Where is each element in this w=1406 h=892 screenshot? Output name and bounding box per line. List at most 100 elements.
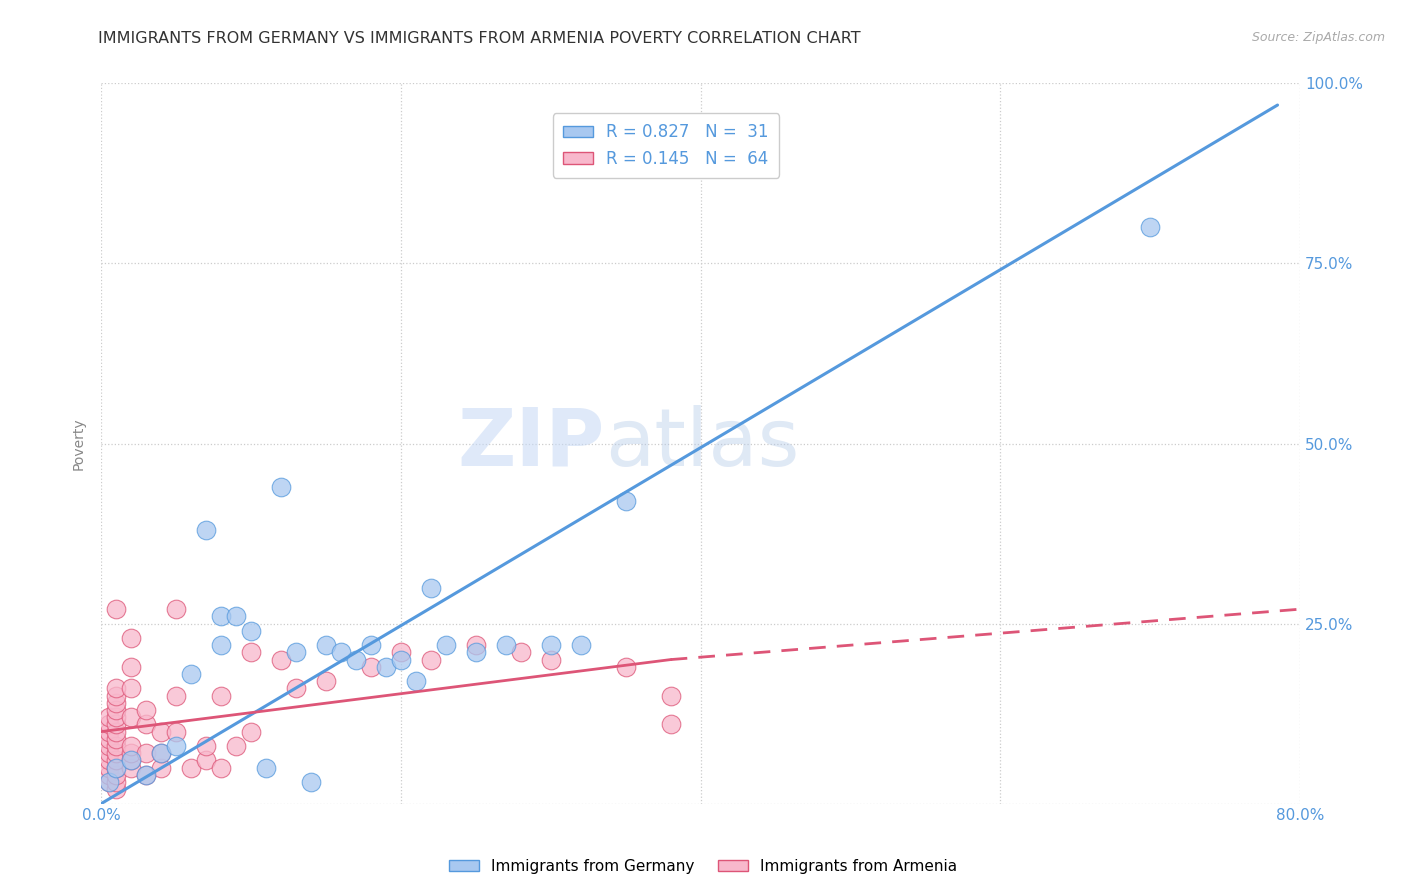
Legend: Immigrants from Germany, Immigrants from Armenia: Immigrants from Germany, Immigrants from…: [443, 853, 963, 880]
Point: [135, 768, 157, 782]
Point: [97, 717, 120, 731]
Point: [315, 674, 337, 689]
Point: [97, 731, 120, 746]
Point: [569, 638, 592, 652]
Point: [97, 775, 120, 789]
Point: [1139, 220, 1161, 235]
Point: [299, 775, 322, 789]
Point: [105, 731, 128, 746]
Point: [165, 602, 187, 616]
Point: [97, 739, 120, 753]
Point: [405, 674, 427, 689]
Point: [195, 523, 218, 537]
Point: [419, 581, 441, 595]
Point: [105, 739, 128, 753]
Point: [120, 710, 142, 724]
Point: [97, 724, 120, 739]
Point: [105, 753, 128, 767]
Point: [105, 689, 128, 703]
Point: [285, 681, 308, 696]
Point: [195, 753, 218, 767]
Point: [97, 775, 120, 789]
Point: [135, 746, 157, 760]
Text: ZIP: ZIP: [457, 405, 605, 483]
Point: [105, 782, 128, 797]
Point: [464, 638, 486, 652]
Point: [105, 768, 128, 782]
Point: [105, 746, 128, 760]
Point: [389, 645, 412, 659]
Point: [225, 609, 247, 624]
Text: IMMIGRANTS FROM GERMANY VS IMMIGRANTS FROM ARMENIA POVERTY CORRELATION CHART: IMMIGRANTS FROM GERMANY VS IMMIGRANTS FR…: [98, 31, 860, 46]
Y-axis label: Poverty: Poverty: [72, 417, 86, 470]
Point: [180, 667, 202, 681]
Point: [419, 652, 441, 666]
Point: [240, 645, 263, 659]
Point: [209, 761, 232, 775]
Point: [270, 652, 292, 666]
Point: [105, 710, 128, 724]
Point: [150, 724, 173, 739]
Legend: R = 0.827   N =  31, R = 0.145   N =  64: R = 0.827 N = 31, R = 0.145 N = 64: [553, 113, 779, 178]
Point: [225, 739, 247, 753]
Point: [105, 703, 128, 717]
Point: [120, 660, 142, 674]
Point: [540, 638, 562, 652]
Point: [209, 638, 232, 652]
Point: [659, 689, 682, 703]
Point: [495, 638, 517, 652]
Point: [270, 480, 292, 494]
Point: [97, 761, 120, 775]
Point: [120, 746, 142, 760]
Point: [165, 739, 187, 753]
Point: [209, 689, 232, 703]
Point: [120, 739, 142, 753]
Point: [360, 660, 382, 674]
Point: [120, 753, 142, 767]
Point: [509, 645, 531, 659]
Point: [97, 746, 120, 760]
Point: [434, 638, 457, 652]
Point: [97, 753, 120, 767]
Point: [135, 703, 157, 717]
Point: [120, 681, 142, 696]
Point: [105, 717, 128, 731]
Point: [105, 681, 128, 696]
Point: [105, 761, 128, 775]
Point: [105, 761, 128, 775]
Point: [165, 689, 187, 703]
Point: [360, 638, 382, 652]
Point: [540, 652, 562, 666]
Point: [464, 645, 486, 659]
Point: [240, 624, 263, 638]
Point: [285, 645, 308, 659]
Point: [614, 660, 637, 674]
Text: Source: ZipAtlas.com: Source: ZipAtlas.com: [1251, 31, 1385, 45]
Point: [105, 696, 128, 710]
Point: [254, 761, 277, 775]
Point: [315, 638, 337, 652]
Point: [150, 761, 173, 775]
Point: [135, 768, 157, 782]
Point: [135, 717, 157, 731]
Point: [374, 660, 396, 674]
Point: [120, 761, 142, 775]
Point: [240, 724, 263, 739]
Text: atlas: atlas: [605, 405, 799, 483]
Point: [120, 753, 142, 767]
Point: [165, 724, 187, 739]
Point: [209, 609, 232, 624]
Point: [97, 710, 120, 724]
Point: [120, 631, 142, 645]
Point: [150, 746, 173, 760]
Point: [389, 652, 412, 666]
Point: [97, 768, 120, 782]
Point: [614, 494, 637, 508]
Point: [195, 739, 218, 753]
Point: [105, 724, 128, 739]
Point: [330, 645, 353, 659]
Point: [659, 717, 682, 731]
Point: [344, 652, 367, 666]
Point: [180, 761, 202, 775]
Point: [105, 775, 128, 789]
